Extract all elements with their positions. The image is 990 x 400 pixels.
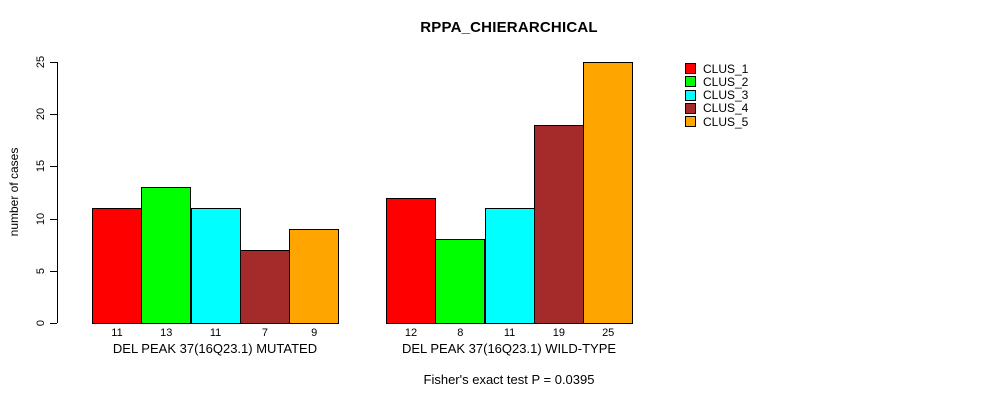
- y-tick-label: 0: [35, 319, 47, 327]
- bar-value-label: 12: [404, 327, 418, 339]
- y-tick-mark: [50, 218, 57, 220]
- bar-clus_5: [289, 229, 340, 324]
- bar-value-label: 9: [311, 327, 318, 339]
- bar-clus_4: [239, 249, 290, 324]
- bar-clus_2: [435, 239, 486, 324]
- y-tick-mark: [50, 62, 57, 63]
- legend-label: CLUS_1: [703, 61, 749, 76]
- legend-color-swatch: [685, 76, 696, 88]
- legend-label: CLUS_2: [703, 74, 749, 89]
- bar-value-label: 25: [602, 327, 615, 339]
- group-label-wild-type: DEL PEAK 37(16Q23.1) WILD-TYPE: [401, 341, 617, 356]
- fisher-test-annotation: Fisher's exact test P = 0.0395: [423, 372, 595, 387]
- y-tick-label: 10: [35, 212, 47, 225]
- bar-value-label: 8: [457, 327, 464, 339]
- y-tick-label: 5: [35, 267, 47, 274]
- y-tick-label: 15: [35, 160, 47, 173]
- bar-value-label: 19: [552, 327, 566, 339]
- legend-label: CLUS_4: [703, 101, 749, 116]
- bar-value-label: 11: [209, 327, 222, 339]
- legend-item: CLUS_3: [685, 88, 749, 103]
- legend-color-swatch: [685, 63, 696, 74]
- legend-item: CLUS_4: [685, 101, 749, 116]
- bar-value-label: 13: [160, 327, 173, 339]
- bar-clus_4: [533, 124, 584, 324]
- y-tick-label: 25: [35, 55, 47, 69]
- chart-title: RPPA_CHIERARCHICAL: [420, 19, 598, 36]
- bar-clus_1: [92, 208, 142, 324]
- y-tick-mark: [50, 166, 57, 168]
- legend-item: CLUS_2: [685, 74, 749, 89]
- y-axis-line: [57, 62, 58, 323]
- bar-clus_3: [484, 208, 535, 324]
- y-tick-mark: [50, 114, 57, 116]
- bar-value-label: 7: [261, 327, 268, 339]
- legend-color-swatch: [685, 102, 696, 114]
- legend-color-swatch: [685, 89, 696, 101]
- y-tick-mark: [50, 323, 57, 324]
- bar-clus_3: [190, 208, 241, 324]
- legend-item: CLUS_1: [685, 61, 749, 76]
- y-axis-label: number of cases: [7, 147, 21, 237]
- bar-clus_1: [386, 197, 436, 324]
- bar-clus_5: [583, 62, 634, 324]
- legend-color-swatch: [685, 116, 696, 128]
- legend-item: CLUS_5: [685, 114, 749, 129]
- legend-label: CLUS_5: [703, 114, 749, 129]
- bar-value-label: 11: [111, 327, 123, 339]
- group-label-mutated: DEL PEAK 37(16Q23.1) MUTATED: [112, 341, 318, 356]
- bar-clus_2: [141, 187, 192, 324]
- y-tick-mark: [50, 270, 57, 272]
- y-tick-label: 20: [35, 108, 47, 121]
- legend: CLUS_1 CLUS_2 CLUS_3 CLUS_4 CLUS_5: [685, 61, 749, 129]
- legend-label: CLUS_3: [703, 88, 749, 103]
- bar-value-label: 11: [503, 327, 516, 339]
